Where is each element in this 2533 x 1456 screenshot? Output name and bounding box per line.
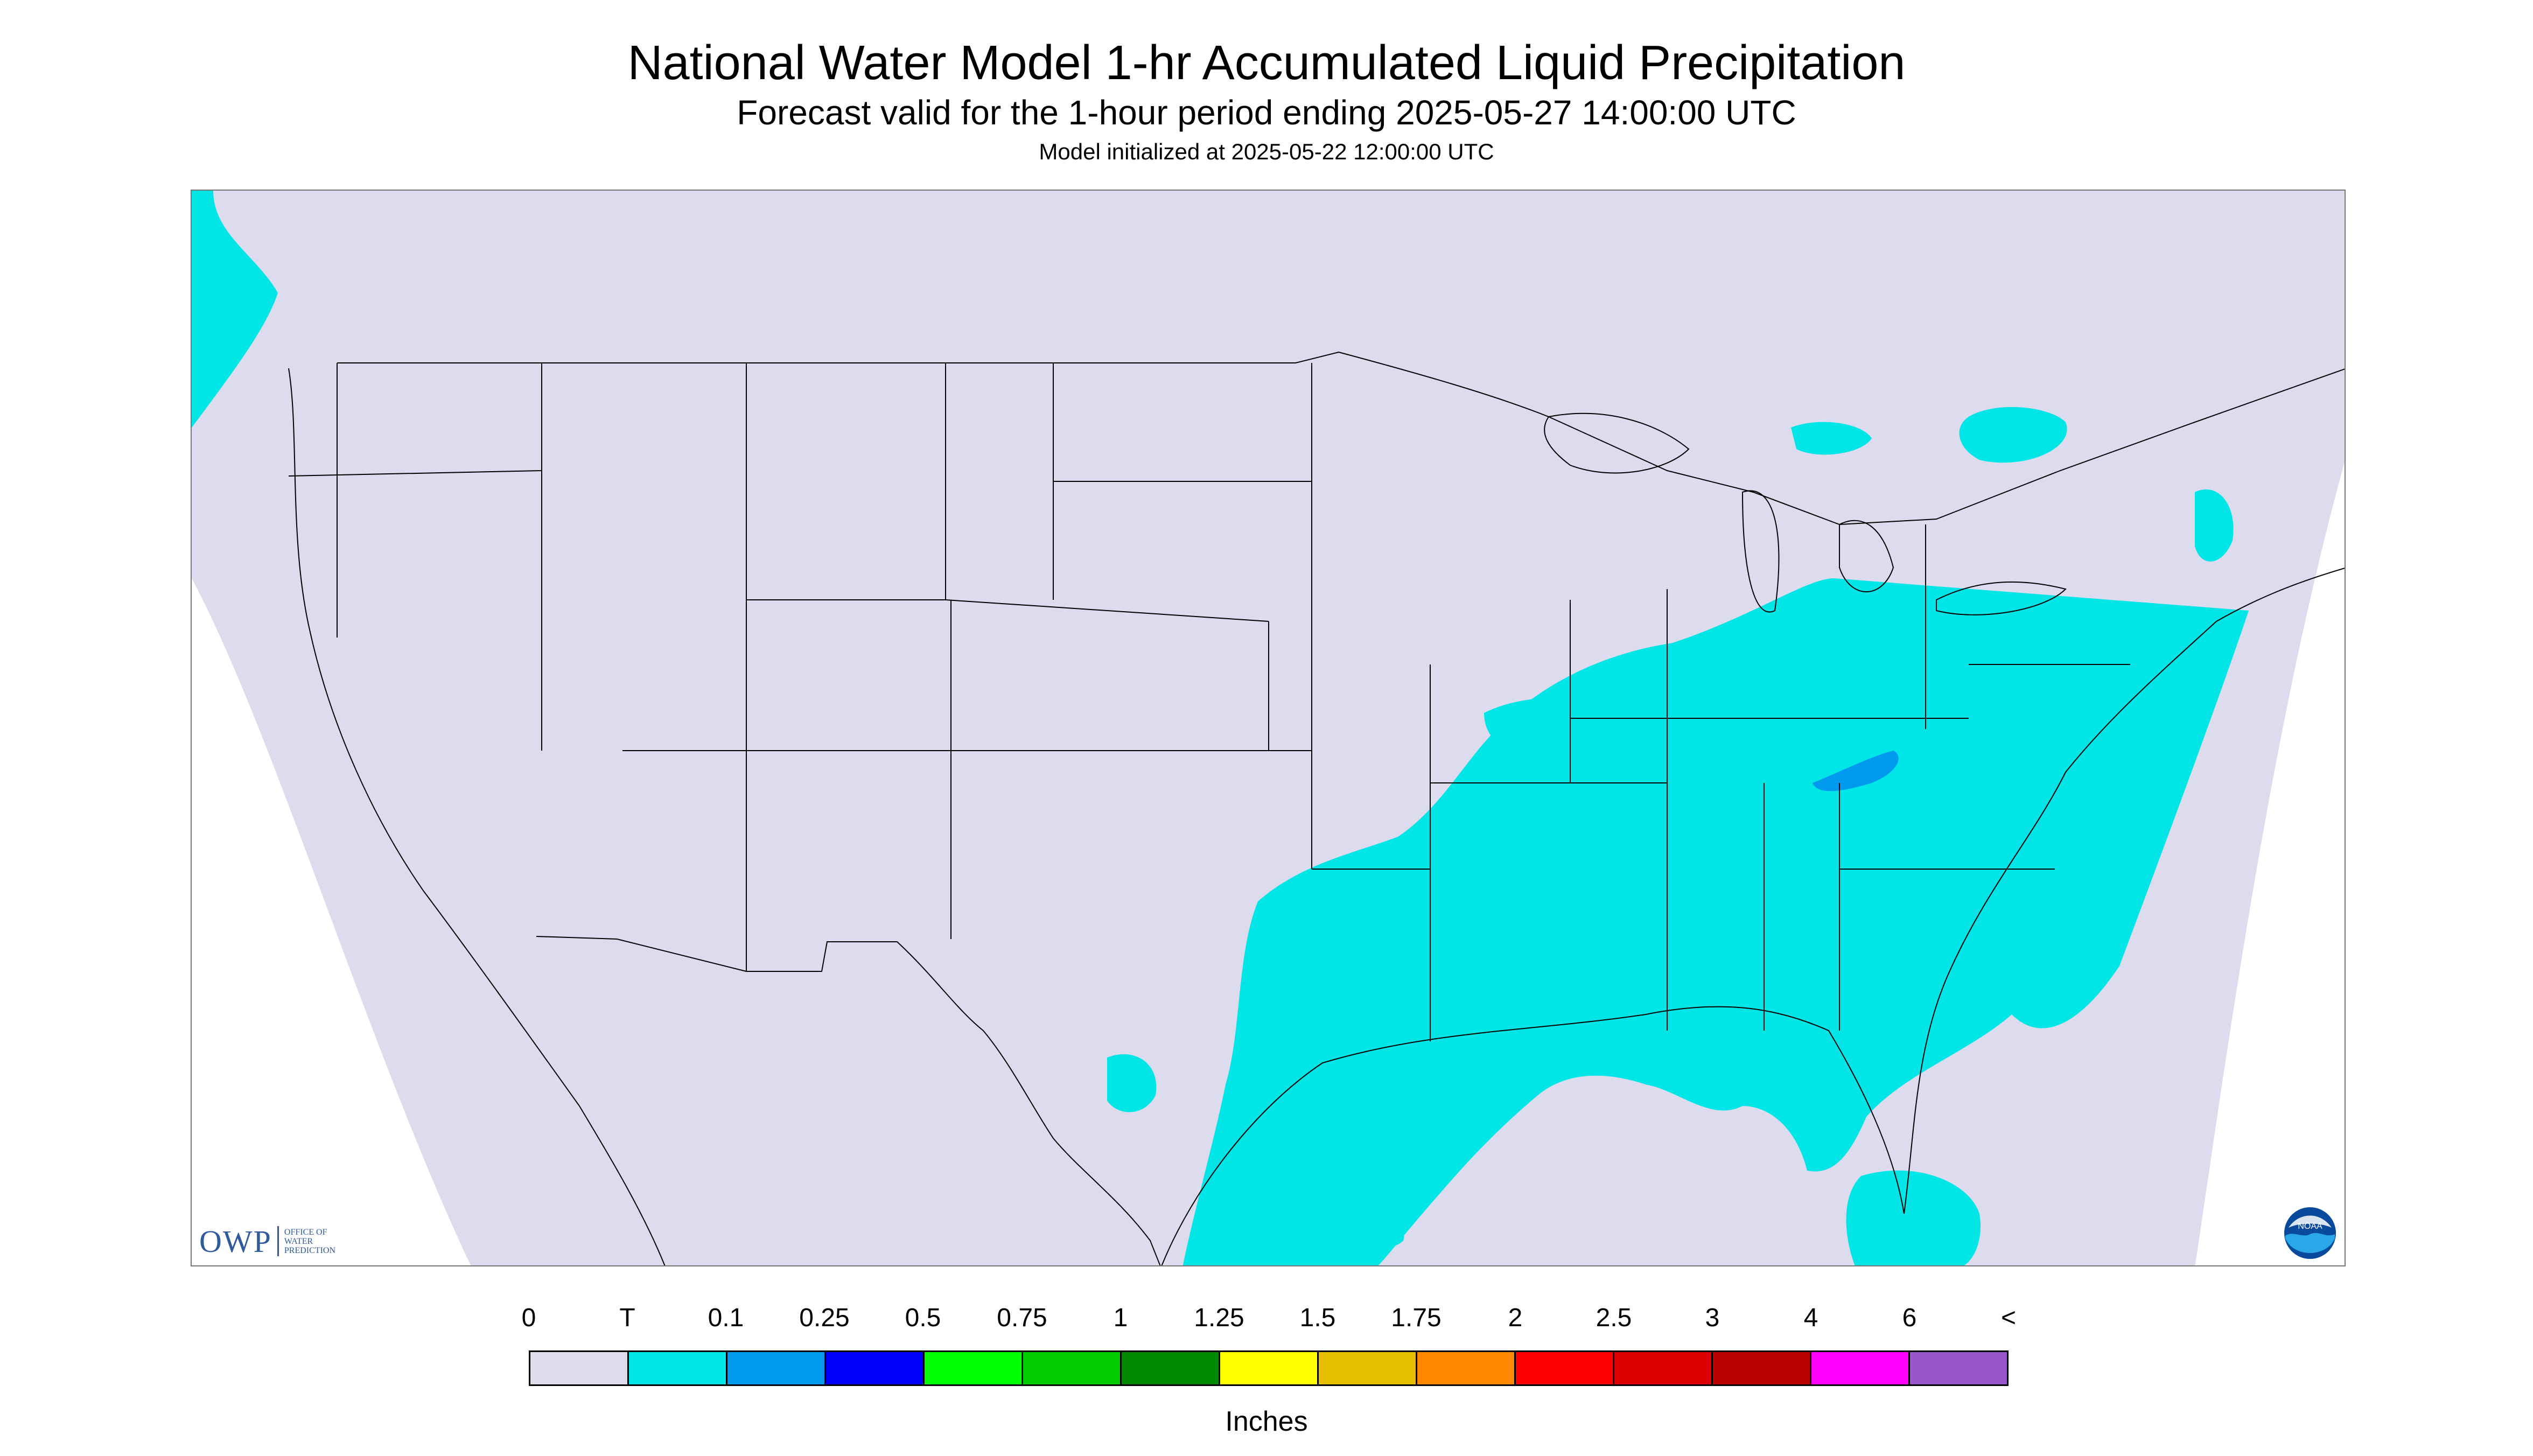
legend-swatch	[1910, 1352, 2007, 1384]
legend-swatch	[1614, 1352, 1713, 1384]
legend-units: Inches	[1225, 1406, 1308, 1437]
precip-area-florida-south	[1846, 1170, 1981, 1265]
precip-area-southeast	[1182, 578, 2249, 1265]
precip-area-pacific-nw	[192, 191, 278, 428]
legend-swatch	[925, 1352, 1023, 1384]
legend-swatch	[1713, 1352, 1811, 1384]
legend-tick-label: 2	[1508, 1304, 1523, 1332]
legend-tick-label: 0.5	[905, 1304, 941, 1332]
precip-areas	[192, 191, 2249, 1265]
forecast-valid-subtitle: Forecast valid for the 1-hour period end…	[737, 93, 1796, 132]
great-lakes-outline	[1544, 412, 2067, 615]
pacific-coastline	[288, 368, 666, 1265]
us-mexico-border	[536, 936, 1161, 1265]
legend-tick-label: 4	[1803, 1304, 1818, 1332]
precip-area-gulf-sw	[1107, 1054, 1157, 1112]
owp-logo-subtitle: OFFICE OF WATER PREDICTION	[284, 1228, 349, 1255]
precip-area-georgian-bay	[2195, 489, 2234, 562]
state-boundaries	[288, 351, 2345, 1265]
owp-logo-divider	[277, 1226, 279, 1256]
noaa-logo-text: NOAA	[2298, 1222, 2322, 1231]
owp-logo-text: OWP	[199, 1223, 272, 1259]
legend-swatch	[727, 1352, 826, 1384]
legend-swatch	[629, 1352, 727, 1384]
legend-tick-label: 3	[1705, 1304, 1720, 1332]
owp-subtitle-line: PREDICTION	[284, 1245, 335, 1255]
atlantic-coastline	[1904, 568, 2345, 1214]
legend-tick-label: 1	[1113, 1304, 1128, 1332]
owp-subtitle-line: OFFICE OF	[284, 1227, 327, 1237]
legend-tick-label: 0.1	[708, 1304, 744, 1332]
noaa-logo-icon: NOAA	[2284, 1207, 2336, 1259]
precipitation-map	[191, 190, 2346, 1266]
legend-tick-label: 1.75	[1391, 1304, 1442, 1332]
legend-tick-label: 2.5	[1596, 1304, 1632, 1332]
legend-swatch	[1811, 1352, 1910, 1384]
legend-swatch	[1220, 1352, 1319, 1384]
precip-area-virginia-band	[1813, 751, 1899, 792]
legend-tick-label: 0.75	[997, 1304, 1047, 1332]
legend-tick-label: 0	[521, 1304, 536, 1332]
precip-area-ohio-valley	[1484, 697, 1612, 758]
map-canvas	[192, 191, 2345, 1265]
legend-swatch	[1319, 1352, 1417, 1384]
legend-colorbar	[529, 1350, 2009, 1386]
model-init-line: Model initialized at 2025-05-22 12:00:00…	[1039, 139, 1494, 164]
page-title: National Water Model 1-hr Accumulated Li…	[627, 36, 1906, 90]
precip-area-great-lakes	[1959, 407, 2067, 463]
interior-borders	[288, 363, 2130, 1041]
legend-swatch	[1122, 1352, 1220, 1384]
precip-area-lake-erie	[1791, 422, 1872, 455]
owp-subtitle-line: WATER	[284, 1236, 313, 1246]
us-canada-border	[337, 351, 2345, 526]
gulf-coastline	[1161, 1006, 1905, 1265]
legend-swatch	[1516, 1352, 1614, 1384]
precip-area-gulf-offshore	[1371, 1220, 1404, 1246]
legend-swatch	[1417, 1352, 1516, 1384]
legend-tick-label: 6	[1902, 1304, 1917, 1332]
owp-logo: OWP OFFICE OF WATER PREDICTION	[199, 1222, 349, 1260]
legend-swatch	[826, 1352, 925, 1384]
legend-swatch	[530, 1352, 629, 1384]
legend-swatch	[1023, 1352, 1122, 1384]
legend-tick-label: <	[2000, 1304, 2017, 1332]
legend-tick-label: T	[619, 1304, 635, 1332]
legend-tick-label: 0.25	[799, 1304, 850, 1332]
legend-tick-label: 1.5	[1299, 1304, 1336, 1332]
legend-tick-label: 1.25	[1194, 1304, 1244, 1332]
